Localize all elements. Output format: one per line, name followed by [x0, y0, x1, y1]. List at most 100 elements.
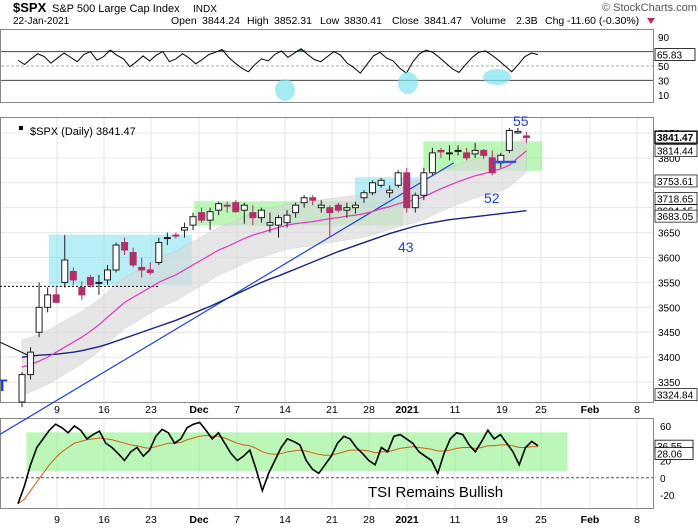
- price-tick-label: 3350: [658, 378, 681, 389]
- rsi-line: [17, 48, 539, 74]
- candle-body: [61, 259, 69, 283]
- x-tick-label-bottom: 14: [279, 514, 291, 526]
- sma50-line: [21, 209, 527, 358]
- close-value: 3841.47: [424, 15, 462, 27]
- x-tick-label-bottom: 19: [496, 514, 508, 526]
- rsi-tick-label: 30: [658, 76, 670, 87]
- x-tick-label-bottom: 9: [54, 514, 60, 526]
- volume-value: 2.3B: [516, 15, 538, 27]
- rsi-oversold-highlight-2: [398, 72, 418, 94]
- rsi-layer: 907050301065.83: [1, 33, 696, 102]
- candle-body: [300, 197, 308, 204]
- tsi-layer: 6040200-2036.5528.06: [1, 419, 694, 508]
- price-label-box: [654, 209, 698, 223]
- candle-body: [334, 204, 342, 211]
- candle-body: [480, 149, 488, 156]
- price-tick-label: 3500: [658, 303, 681, 314]
- tsi-tick-label: 0: [660, 474, 666, 485]
- rsi-tick-label: 90: [658, 33, 670, 44]
- candle-body: [505, 129, 513, 151]
- tsi-bullish-box: [26, 432, 568, 472]
- price-label: 3324.84: [657, 391, 694, 402]
- x-tick-label: 9: [54, 404, 60, 416]
- candle-body: [146, 269, 154, 273]
- rsi-tick-label: 50: [658, 62, 670, 73]
- candle-body: [351, 204, 359, 209]
- candle-body: [257, 209, 265, 219]
- candle-body: [18, 374, 26, 403]
- x-tick-label-bottom: Dec: [189, 514, 208, 526]
- x-tick-label-bottom: 23: [145, 514, 157, 526]
- price-label: 3841.47: [657, 133, 694, 144]
- close-label: Close: [392, 15, 419, 27]
- x-tick-label: Feb: [581, 404, 600, 416]
- candle-body: [69, 270, 77, 281]
- x-tick-label-bottom: 28: [363, 514, 375, 526]
- candle-body: [326, 207, 334, 214]
- chg-label: Chg: [545, 15, 564, 27]
- candle-body: [249, 212, 257, 219]
- price-label: 3814.44: [657, 147, 694, 158]
- bollinger-band: [21, 134, 527, 395]
- tsi-value-label: 28.06: [657, 450, 682, 461]
- candle-body: [78, 286, 86, 296]
- high-label: High: [247, 15, 269, 27]
- tsi-caption: TSI Remains Bullish: [368, 484, 503, 501]
- price-label-box: [654, 130, 698, 144]
- candle-body: [198, 212, 206, 221]
- annotation-55: 55: [513, 113, 529, 129]
- chg-value: -11.60 (-0.30%): [567, 15, 639, 27]
- candle-body: [189, 216, 197, 226]
- price-title: $SPX (Daily) 3841.47: [19, 126, 136, 138]
- down-arrow-icon: [647, 18, 655, 24]
- candle-body: [86, 276, 94, 286]
- candle-body: [163, 237, 171, 240]
- candle-body: [232, 202, 240, 213]
- candle-body: [317, 204, 325, 209]
- price-tick-label: 3450: [658, 328, 681, 339]
- candle-body: [95, 281, 103, 284]
- x-tick-label-bottom: 8: [634, 514, 640, 526]
- candle-body: [180, 227, 188, 231]
- price-tick-label: 3800: [658, 154, 681, 165]
- price-tick-label: 3550: [658, 278, 681, 289]
- candle-body: [471, 149, 479, 155]
- candle-body: [35, 306, 43, 333]
- price-tick-label: 3600: [658, 254, 681, 265]
- chart-date: 22-Jan-2021: [13, 16, 70, 27]
- candle-body: [292, 204, 300, 214]
- candle-body: [394, 172, 402, 186]
- x-tick-label: Dec: [189, 404, 208, 416]
- price-label-box: [654, 388, 698, 401]
- price-tick-label: 3400: [658, 353, 681, 364]
- open-label: Open: [171, 15, 197, 27]
- chart-exchange: INDX: [193, 4, 217, 15]
- candle-body: [343, 207, 351, 211]
- rsi-tick-label: 10: [658, 91, 670, 102]
- candle-body: [206, 211, 214, 221]
- price-title-text: $SPX (Daily) 3841.47: [30, 126, 136, 138]
- candle-body: [360, 192, 368, 199]
- candle-body: [514, 130, 522, 134]
- tsi-tick-label: 60: [660, 422, 672, 433]
- candle-body: [138, 266, 146, 271]
- volume-label: Volume: [471, 15, 506, 27]
- watermark: © StockCharts.com: [602, 2, 697, 14]
- left-guide-line: [0, 341, 33, 358]
- candle-body: [104, 269, 111, 281]
- x-tick-label: 8: [634, 404, 640, 416]
- low-value: 3830.41: [344, 15, 382, 27]
- x-tick-label-bottom: Feb: [581, 514, 600, 526]
- annotation-43: 43: [398, 239, 414, 255]
- price-tick-label: 3650: [658, 229, 681, 240]
- candle-body: [522, 135, 530, 138]
- candle-body: [488, 157, 496, 174]
- candle-body: [309, 197, 317, 201]
- candle-body: [411, 194, 419, 209]
- candle-body: [112, 244, 120, 271]
- x-tick-label-bottom: 21: [326, 514, 338, 526]
- chart-symbol: $SPX: [13, 0, 47, 15]
- tsi-tick-label: -20: [660, 491, 675, 502]
- candle-body: [240, 204, 248, 211]
